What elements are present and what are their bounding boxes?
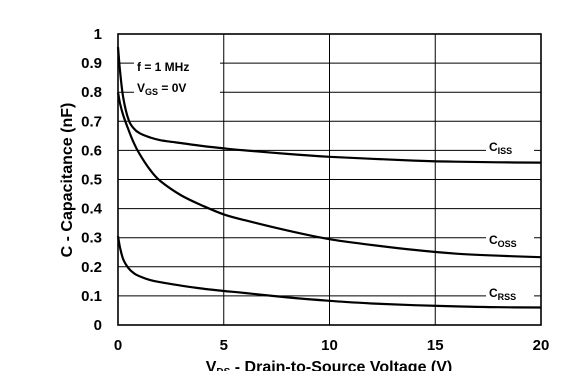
x-axis-title: VDS - Drain-to-Source Voltage (V): [206, 359, 453, 371]
x-tick-label: 0: [114, 337, 122, 354]
series-label-ciss-main: C: [489, 140, 498, 154]
series-label-bg-ciss: [486, 137, 534, 157]
series-label-bg-coss: [486, 230, 534, 250]
y-tick-label: 0.3: [81, 230, 102, 247]
series-line-crss: [116, 235, 542, 309]
y-tick-label: 0: [94, 317, 102, 334]
series-label-ciss-sub: ISS: [498, 146, 513, 156]
y-tick-label: 0.7: [81, 113, 102, 130]
annotation-vgs-sub: GS: [145, 87, 158, 97]
x-axis-title-sub: DS: [216, 367, 230, 371]
annotation-vgs-rest: = 0V: [158, 81, 186, 95]
series-label-coss-sub: OSS: [498, 239, 517, 249]
annotation-frequency: f = 1 MHz: [137, 60, 189, 74]
y-tick-label: 0.4: [81, 201, 103, 218]
series-label-bg-crss: [486, 283, 534, 303]
series-line-ciss: [116, 46, 542, 164]
annotation-vgs: VGS = 0V: [137, 81, 186, 97]
x-axis-title-rest: - Drain-to-Source Voltage (V): [230, 359, 452, 371]
x-tick-label: 15: [427, 337, 444, 354]
y-tick-label: 0.8: [81, 84, 102, 101]
x-tick-label: 10: [321, 337, 338, 354]
series-curves: [116, 46, 542, 309]
series-line-coss: [116, 91, 542, 259]
y-tick-label: 0.6: [81, 142, 102, 159]
series-label-crss-main: C: [489, 286, 498, 300]
annotation-background: [134, 56, 220, 98]
series-label-coss-main: C: [489, 233, 498, 247]
y-tick-label: 0.5: [81, 172, 102, 189]
y-axis-title: C - Capacitance (nF): [59, 103, 76, 258]
annotation-vgs-main: V: [137, 81, 145, 95]
series-label-ciss: CISS: [489, 140, 512, 156]
x-tick-label: 5: [220, 337, 228, 354]
y-tick-label: 0.2: [81, 259, 102, 276]
series-label-crss: CRSS: [489, 286, 516, 302]
x-tick-label: 20: [533, 337, 550, 354]
y-tick-label: 0.9: [81, 55, 102, 72]
plot-frame: [117, 33, 542, 326]
y-tick-label: 0.1: [81, 288, 102, 305]
x-axis-title-main: V: [206, 359, 217, 371]
series-label-crss-sub: RSS: [498, 292, 517, 302]
y-tick-labels: 0 0.1 0.2 0.3 0.4 0.5 0.6 0.7 0.8 0.9 1: [81, 26, 103, 334]
series-label-coss: COSS: [489, 233, 517, 249]
x-tick-labels: 0 5 10 15 20: [114, 337, 550, 354]
y-tick-label: 1: [94, 26, 102, 43]
